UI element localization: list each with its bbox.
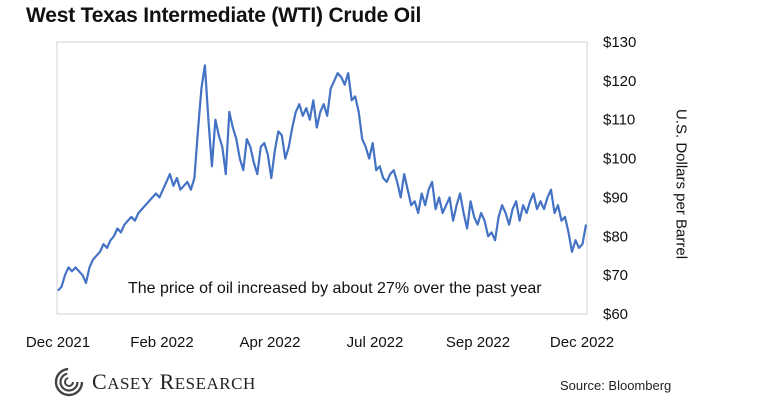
plot-frame [56, 41, 588, 315]
x-tick-label: Feb 2022 [130, 334, 193, 351]
y-tick-label: $100 [603, 151, 636, 168]
y-tick-label: $80 [603, 228, 628, 245]
logo-asey: ASEY [107, 374, 154, 393]
y-axis-label: U.S. Dollars per Barrel [672, 108, 690, 260]
y-tick-label: $110 [603, 112, 635, 129]
logo-r: R [159, 369, 175, 394]
chart-annotation: The price of oil increased by about 27% … [128, 280, 542, 297]
x-tick-label: Dec 2021 [26, 334, 90, 351]
logo-wordmark: CASEY RESEARCH [92, 369, 256, 395]
x-tick-label: Dec 2022 [550, 334, 614, 351]
swirl-logo-icon [54, 367, 84, 397]
logo-esearch: ESEARCH [174, 374, 256, 393]
y-tick-label: $90 [603, 189, 628, 206]
casey-research-logo: CASEY RESEARCH [54, 367, 256, 397]
y-axis-label-box: U.S. Dollars per Barrel [666, 64, 696, 304]
y-tick-label: $70 [603, 267, 628, 284]
chart-title: West Texas Intermediate (WTI) Crude Oil [26, 4, 422, 27]
x-tick-label: Apr 2022 [240, 334, 301, 351]
y-tick-label: $60 [603, 306, 628, 323]
x-tick-label: Jul 2022 [347, 334, 404, 351]
x-tick-label: Sep 2022 [446, 334, 510, 351]
logo-c: C [92, 369, 108, 394]
source-note: Source: Bloomberg [560, 378, 672, 393]
y-tick-label: $120 [603, 73, 636, 90]
y-tick-label: $130 [603, 34, 636, 51]
series-line [57, 64, 588, 292]
